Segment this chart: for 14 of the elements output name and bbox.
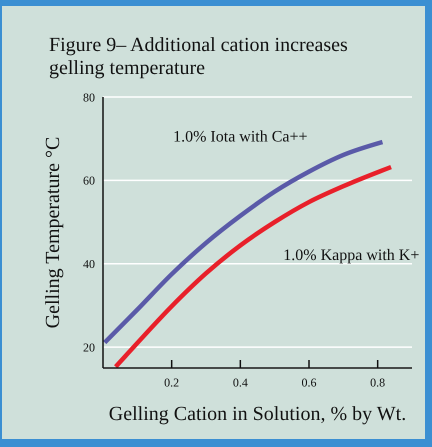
series-label: 1.0% Iota with Ca++ [173, 128, 308, 146]
x-tick-label: 0.4 [232, 376, 248, 390]
x-tick-label: 0.2 [164, 376, 180, 390]
y-axis-title: Gelling Temperature °C [42, 136, 64, 328]
line-series [113, 164, 394, 368]
x-axis-title: Gelling Cation in Solution, % by Wt. [108, 403, 406, 425]
y-tick-label: 20 [83, 340, 95, 354]
chart-title: Figure 9– Additional cation increases gelling temperature [49, 34, 349, 80]
x-tick-label: 0.8 [370, 376, 386, 390]
x-tick-label: 0.6 [302, 376, 316, 390]
y-tick-label: 40 [83, 257, 95, 272]
series-label: 1.0% Kappa with K+ [283, 246, 420, 264]
y-tick-label: 60 [83, 174, 95, 188]
y-tick-label: 80 [83, 90, 95, 104]
